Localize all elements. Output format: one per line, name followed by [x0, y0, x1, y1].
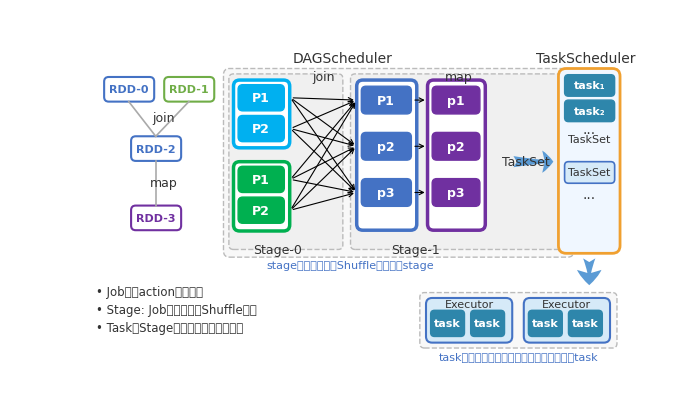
Text: p2: p2 — [377, 141, 395, 153]
Text: P2: P2 — [252, 204, 270, 217]
Text: task: task — [434, 319, 461, 328]
Text: Executor: Executor — [542, 299, 592, 309]
Text: TaskSet: TaskSet — [503, 156, 550, 169]
Text: P2: P2 — [252, 123, 270, 136]
Text: • Task：Stage的子集，以分区数界定: • Task：Stage的子集，以分区数界定 — [97, 322, 244, 335]
Text: RDD-0: RDD-0 — [109, 85, 148, 95]
Text: TaskSet: TaskSet — [568, 168, 610, 178]
FancyBboxPatch shape — [470, 311, 505, 337]
Text: RDD-1: RDD-1 — [169, 85, 209, 95]
FancyBboxPatch shape — [238, 85, 285, 112]
Text: join: join — [152, 111, 175, 124]
FancyBboxPatch shape — [104, 78, 155, 102]
FancyBboxPatch shape — [361, 179, 411, 207]
Text: ...: ... — [583, 188, 596, 202]
FancyBboxPatch shape — [131, 206, 181, 230]
FancyBboxPatch shape — [223, 69, 574, 258]
FancyBboxPatch shape — [238, 167, 285, 193]
Text: RDD-3: RDD-3 — [136, 213, 175, 223]
Text: task: task — [474, 319, 501, 328]
FancyBboxPatch shape — [558, 69, 620, 254]
Text: p3: p3 — [448, 187, 465, 200]
Text: p1: p1 — [448, 94, 465, 107]
FancyBboxPatch shape — [432, 87, 480, 115]
Text: P1: P1 — [377, 94, 395, 107]
Text: ...: ... — [583, 122, 596, 136]
Text: task级的调度，分区数为多少，则有多少个task: task级的调度，分区数为多少，则有多少个task — [438, 351, 599, 361]
FancyBboxPatch shape — [229, 75, 343, 250]
FancyBboxPatch shape — [361, 87, 411, 115]
FancyBboxPatch shape — [356, 81, 417, 230]
Text: task₂: task₂ — [574, 107, 605, 117]
FancyBboxPatch shape — [361, 133, 411, 161]
Text: join: join — [313, 70, 335, 83]
Text: map: map — [150, 177, 177, 190]
FancyBboxPatch shape — [569, 311, 602, 337]
Text: task: task — [532, 319, 559, 328]
FancyBboxPatch shape — [238, 198, 285, 224]
FancyBboxPatch shape — [564, 75, 615, 97]
FancyBboxPatch shape — [564, 101, 615, 122]
Text: p2: p2 — [448, 141, 465, 153]
FancyBboxPatch shape — [131, 137, 181, 162]
FancyBboxPatch shape — [524, 298, 610, 343]
Text: stage级的调度，以Shuffle为界划分stage: stage级的调度，以Shuffle为界划分stage — [267, 260, 434, 270]
Text: p3: p3 — [377, 187, 395, 200]
Text: map: map — [445, 70, 472, 83]
FancyBboxPatch shape — [432, 179, 480, 207]
Text: • Stage: Job的子集，以Shuffle为界: • Stage: Job的子集，以Shuffle为界 — [97, 303, 258, 316]
FancyBboxPatch shape — [432, 133, 480, 161]
FancyBboxPatch shape — [426, 298, 512, 343]
FancyBboxPatch shape — [564, 162, 615, 184]
FancyBboxPatch shape — [351, 75, 568, 250]
FancyBboxPatch shape — [233, 81, 290, 149]
FancyBboxPatch shape — [238, 116, 285, 142]
FancyBboxPatch shape — [431, 311, 464, 337]
Text: P1: P1 — [252, 92, 270, 105]
Text: Executor: Executor — [445, 299, 493, 309]
FancyBboxPatch shape — [427, 81, 485, 230]
Text: task: task — [572, 319, 599, 328]
FancyBboxPatch shape — [528, 311, 562, 337]
Text: Stage-1: Stage-1 — [392, 243, 441, 256]
Text: task₁: task₁ — [574, 81, 605, 91]
Text: Stage-0: Stage-0 — [253, 243, 302, 256]
Text: DAGScheduler: DAGScheduler — [293, 52, 393, 66]
Text: TaskScheduler: TaskScheduler — [536, 52, 635, 66]
FancyBboxPatch shape — [420, 293, 617, 348]
Text: TaskSet: TaskSet — [568, 134, 610, 144]
FancyBboxPatch shape — [164, 78, 214, 102]
Text: • Job：以action方法为界: • Job：以action方法为界 — [97, 285, 203, 298]
Text: RDD-2: RDD-2 — [136, 144, 175, 154]
FancyBboxPatch shape — [233, 162, 290, 231]
Text: P1: P1 — [252, 173, 270, 186]
